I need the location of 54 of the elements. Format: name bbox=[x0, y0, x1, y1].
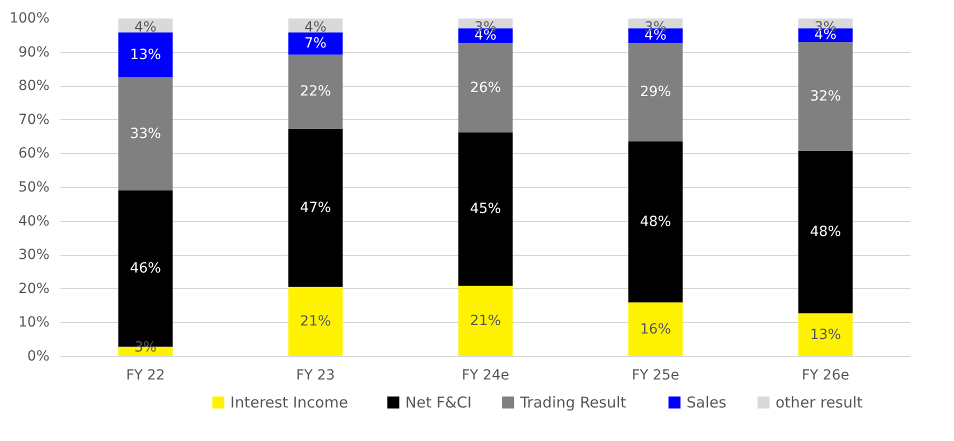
y-tick-label: 40% bbox=[18, 213, 50, 230]
data-label: 13% bbox=[810, 326, 842, 343]
bar bbox=[458, 132, 513, 286]
x-tick-label: FY 26e bbox=[802, 368, 850, 384]
y-tick-label: 100% bbox=[9, 10, 50, 26]
data-label: 32% bbox=[810, 88, 842, 105]
bar bbox=[288, 32, 343, 55]
data-label: 21% bbox=[300, 314, 332, 330]
data-label: 48% bbox=[640, 214, 672, 230]
bar bbox=[118, 32, 173, 78]
data-label: 16% bbox=[640, 321, 672, 338]
y-tick-label: 90% bbox=[18, 44, 50, 60]
y-tick-label: 60% bbox=[18, 146, 50, 162]
data-label: 45% bbox=[470, 201, 502, 218]
x-tick-label: FY 25e bbox=[632, 368, 680, 384]
bar bbox=[288, 286, 343, 356]
bar bbox=[798, 150, 853, 314]
y-tick-label: 80% bbox=[18, 78, 50, 94]
bar bbox=[628, 302, 683, 356]
x-tick-label: FY 23 bbox=[296, 368, 335, 384]
legend-label: other result bbox=[776, 394, 863, 412]
legend-label: Sales bbox=[686, 394, 727, 412]
bar bbox=[288, 54, 343, 129]
y-tick-label: 50% bbox=[18, 180, 50, 196]
data-label: 46% bbox=[130, 260, 162, 277]
data-label: 22% bbox=[300, 84, 332, 100]
legend-label: Interest Income bbox=[230, 394, 348, 412]
x-tick-label: FY 22 bbox=[126, 368, 165, 384]
bar bbox=[798, 42, 853, 151]
data-label: 33% bbox=[130, 126, 162, 142]
data-label: 29% bbox=[640, 84, 672, 100]
legend-label: Net F&CI bbox=[405, 394, 472, 412]
bar bbox=[118, 77, 173, 191]
y-tick-label: 70% bbox=[18, 112, 50, 128]
y-tick-label: 10% bbox=[18, 314, 50, 331]
bar bbox=[458, 286, 513, 356]
data-label: 47% bbox=[300, 200, 332, 216]
y-tick-label: 0% bbox=[27, 348, 50, 364]
bar bbox=[798, 313, 853, 356]
data-label: 21% bbox=[470, 313, 502, 330]
y-tick-label: 30% bbox=[18, 247, 50, 264]
legend-label: Trading Result bbox=[519, 394, 626, 412]
bar bbox=[458, 43, 513, 132]
data-label: 13% bbox=[130, 46, 162, 63]
data-label: 48% bbox=[810, 224, 842, 240]
bar bbox=[628, 141, 683, 302]
x-tick-label: FY 24e bbox=[462, 368, 510, 384]
data-label: 7% bbox=[304, 36, 327, 52]
bar bbox=[628, 43, 683, 142]
data-label: 4% bbox=[134, 20, 157, 36]
data-label: 26% bbox=[470, 80, 502, 96]
y-tick-label: 20% bbox=[18, 280, 50, 297]
data-label: 4% bbox=[304, 20, 327, 36]
bar bbox=[288, 128, 343, 287]
